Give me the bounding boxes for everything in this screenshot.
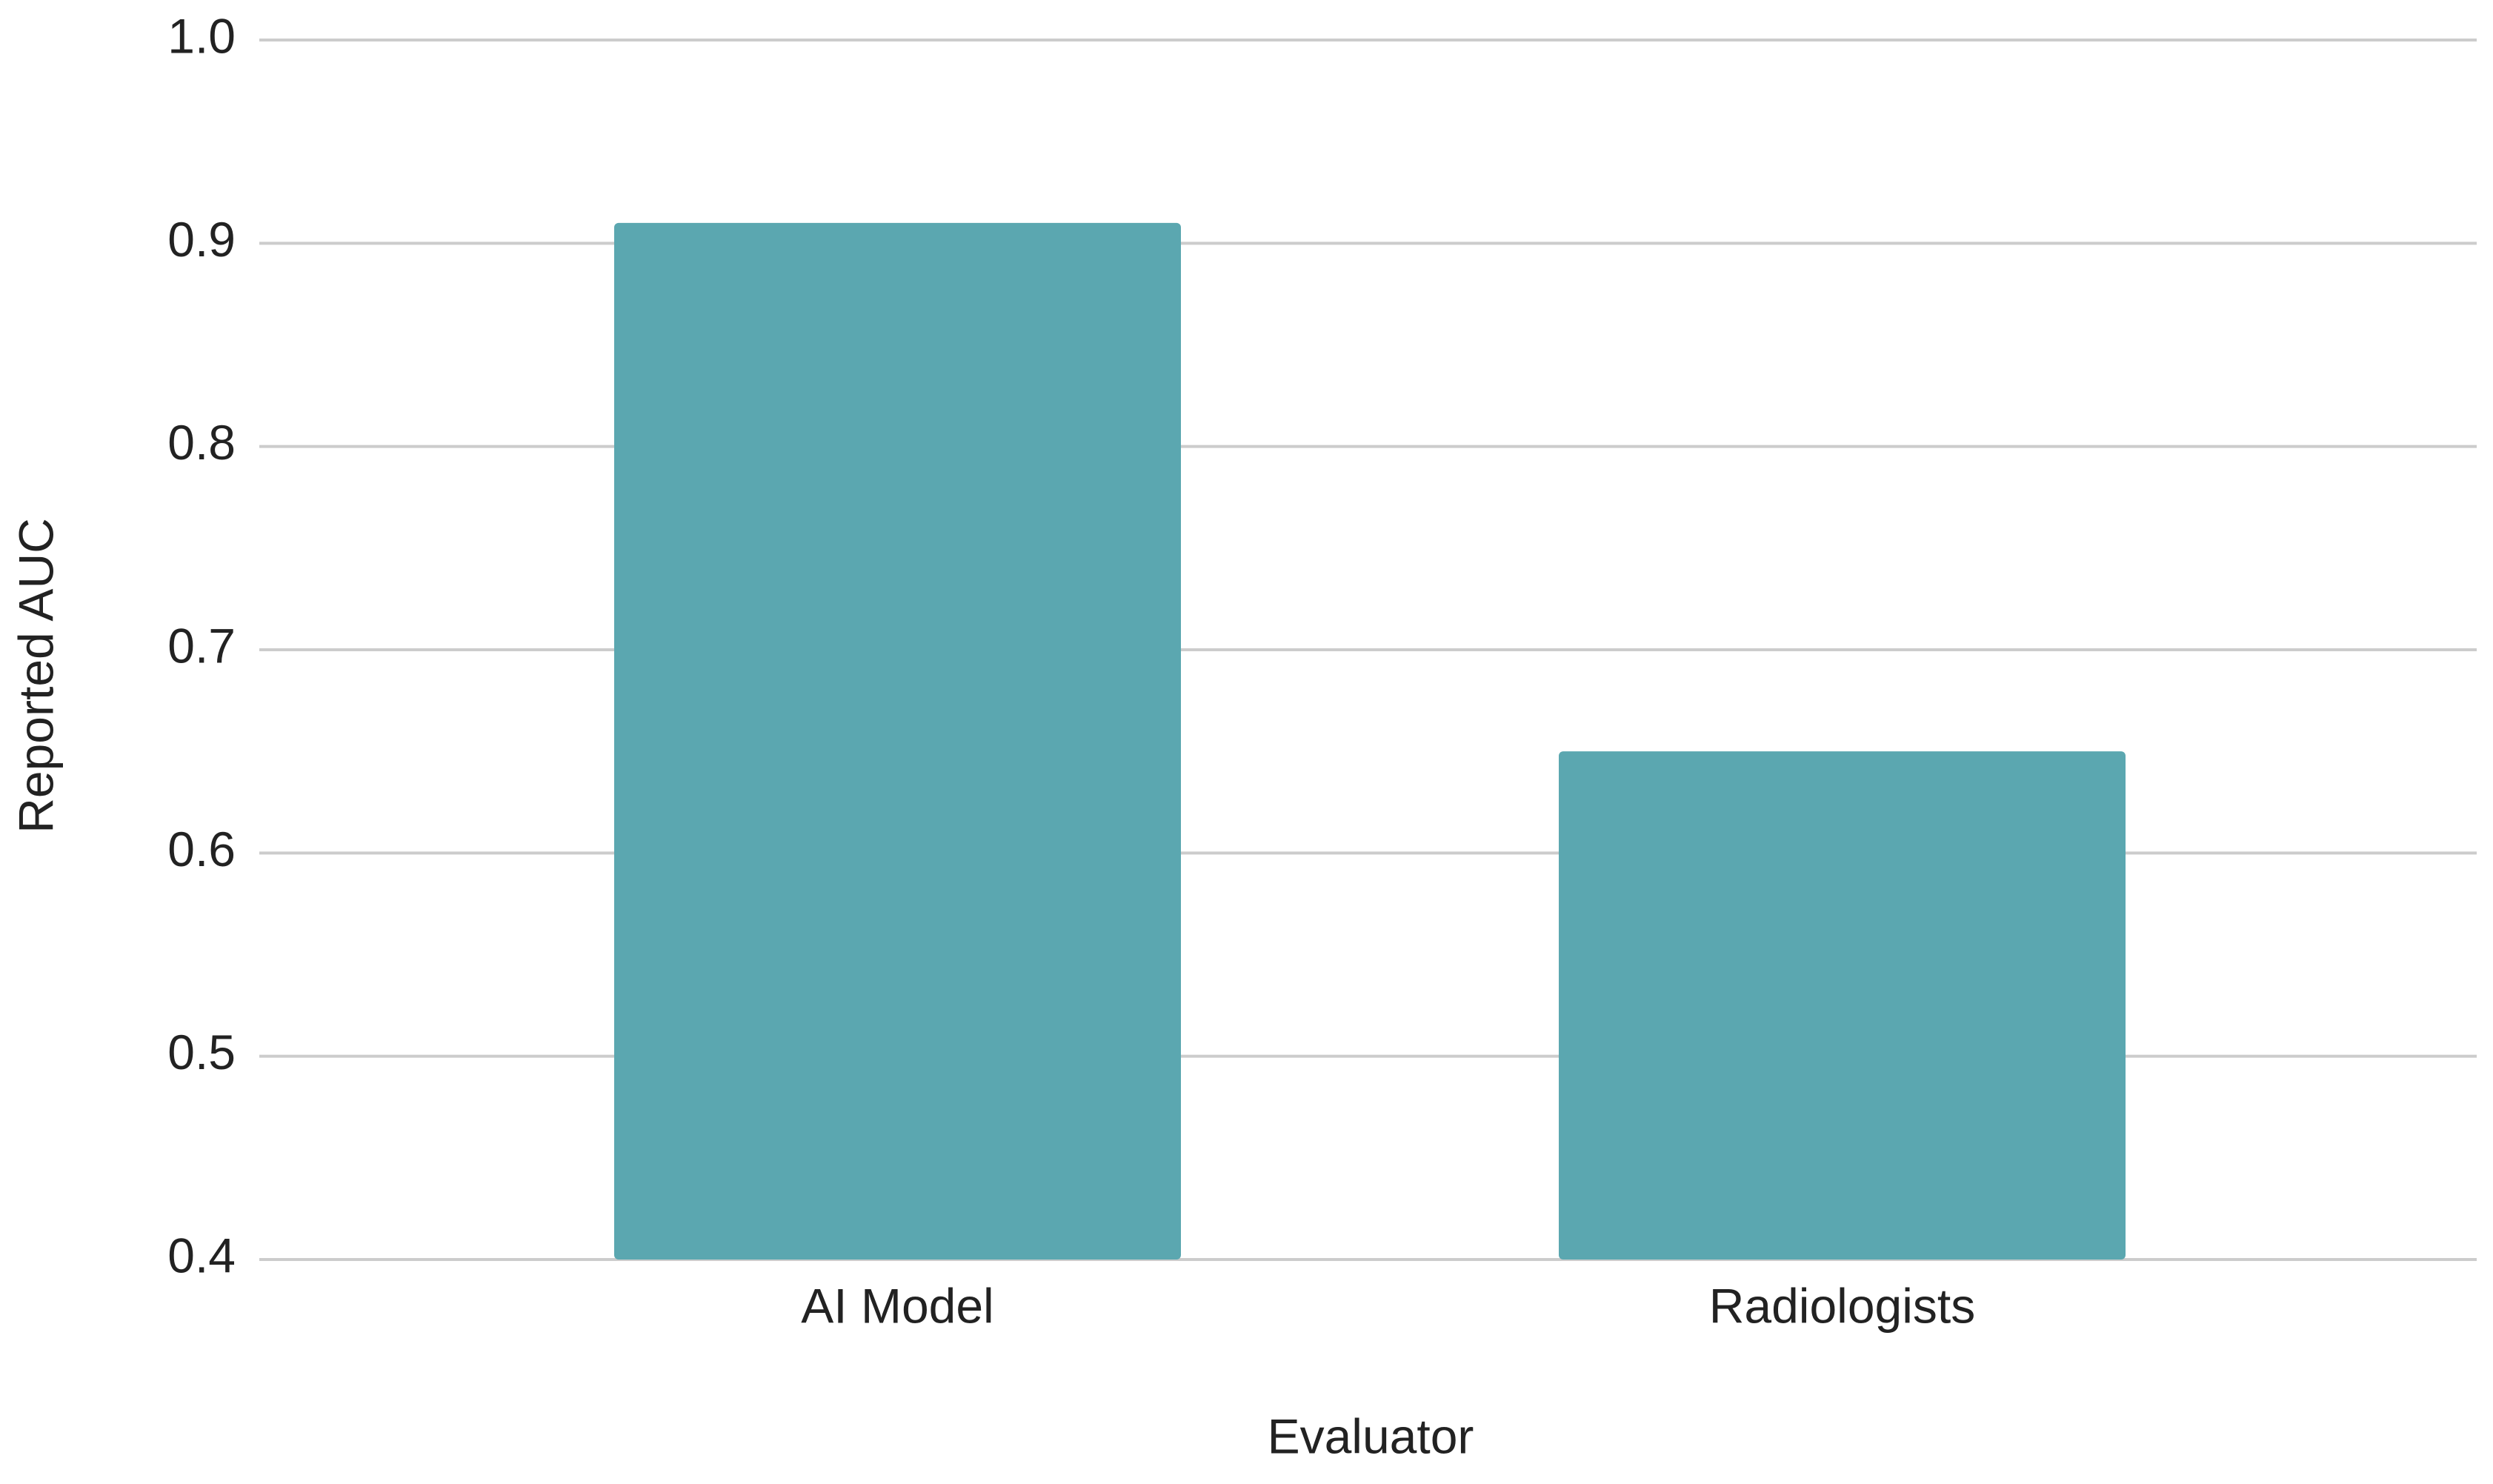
y-tick-label: 0.5 xyxy=(167,1025,236,1079)
y-tick-label: 0.8 xyxy=(167,415,236,470)
y-tick-label: 0.6 xyxy=(167,822,236,876)
y-tick-label: 0.7 xyxy=(167,618,236,673)
y-tick-label: 0.9 xyxy=(167,212,236,267)
bar xyxy=(1559,751,2126,1260)
x-tick-label: AI Model xyxy=(801,1278,993,1333)
y-tick-label: 1.0 xyxy=(167,8,236,63)
y-tick-label: 0.4 xyxy=(167,1228,236,1282)
bar xyxy=(614,222,1181,1260)
y-axis-title: Reported AUC xyxy=(8,518,63,833)
x-axis-title: Evaluator xyxy=(1268,1408,1474,1463)
x-tick-label: Radiologists xyxy=(1709,1278,1976,1333)
